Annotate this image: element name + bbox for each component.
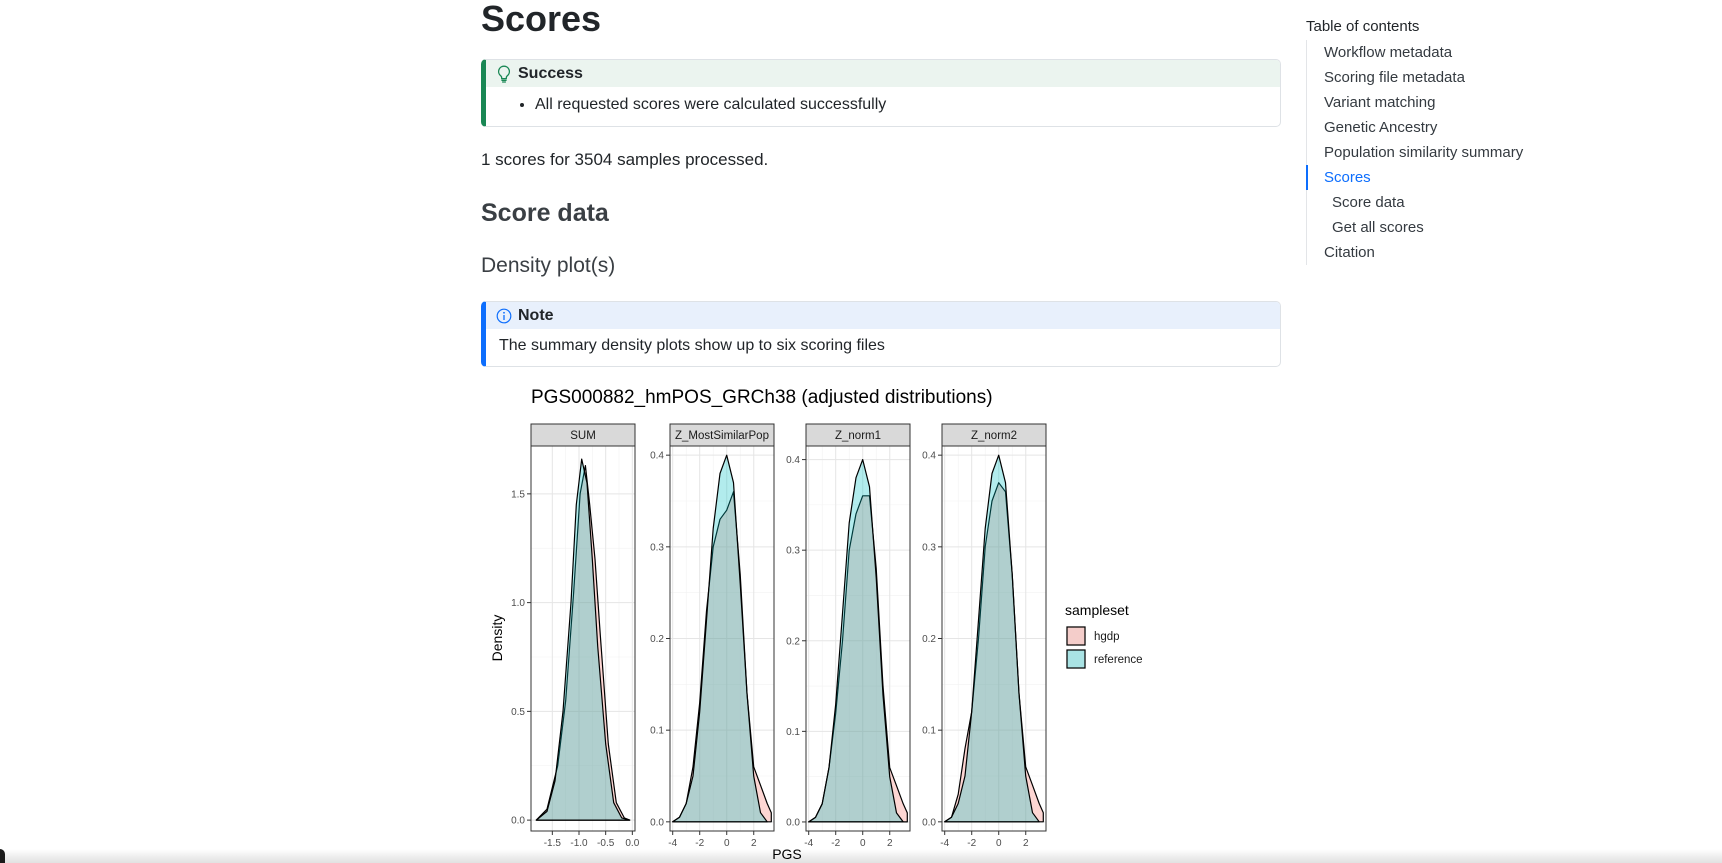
y-tick-label: 0.4: [650, 451, 664, 462]
chart-legend: sampleset hgdp reference: [1065, 602, 1143, 669]
note-callout-body: The summary density plots show up to six…: [499, 337, 885, 354]
facet-label: SUM: [570, 430, 596, 442]
panel-background: [531, 446, 635, 831]
success-callout-title: Success: [518, 64, 583, 82]
x-tick-label: 0: [996, 838, 1002, 849]
y-tick-label: 1.0: [511, 598, 525, 609]
x-tick-label: -1.0: [570, 838, 588, 849]
legend-title: sampleset: [1065, 602, 1129, 618]
toc-item-variant-matching[interactable]: Variant matching: [1324, 94, 1436, 111]
facet-panel-z-mostsimilarpop: Z_MostSimilarPop -4 -2 0 2 0.0 0.1 0.2 0.3 0.4: [650, 423, 775, 849]
x-tick-label: -2: [695, 838, 704, 849]
x-tick-label: 2: [751, 838, 757, 849]
toc-item-scores[interactable]: Scores: [1306, 165, 1566, 190]
note-callout: Note The summary density plots show up t…: [481, 301, 1281, 367]
y-tick-label: 0.3: [650, 542, 664, 553]
y-axis-label: Density: [489, 615, 505, 662]
y-tick-label: 0.0: [786, 817, 800, 828]
toc-item-population-similarity-summary[interactable]: Population similarity summary: [1324, 144, 1524, 161]
scores-summary-text: 1 scores for 3504 samples processed.: [481, 150, 769, 169]
toc-title: Table of contents: [1306, 18, 1420, 35]
y-tick-label: 0.2: [786, 636, 800, 647]
panel-border: [530, 445, 636, 832]
success-callout: Success All requested scores were calcul…: [481, 59, 1281, 127]
y-tick-label: 0.2: [922, 634, 936, 645]
density-plot: PGS000882_hmPOS_GRCh38 (adjusted distrib…: [489, 387, 1143, 862]
panel-border: [669, 445, 775, 832]
lightbulb-icon: [495, 65, 513, 83]
x-tick-label: -0.5: [597, 838, 615, 849]
y-tick-label: 0.4: [786, 455, 800, 466]
toc-item-score-data[interactable]: Score data: [1332, 194, 1405, 211]
x-tick-label: -1.5: [544, 838, 562, 849]
facet-panel-z-norm1: Z_norm1 -4 -2 0 2 0.0 0.1 0.2 0.3 0.4: [786, 423, 911, 849]
success-callout-header: Success: [486, 60, 1280, 87]
y-tick-label: 0.0: [922, 817, 936, 828]
x-tick-label: -4: [804, 838, 813, 849]
facet-label: Z_norm1: [835, 430, 881, 442]
legend-label: hgdp: [1094, 631, 1120, 643]
toc-item-get-all-scores[interactable]: Get all scores: [1332, 219, 1424, 236]
x-tick-label: -2: [967, 838, 976, 849]
y-tick-label: 0.4: [922, 451, 936, 462]
y-tick-label: 0.5: [511, 707, 525, 718]
facet-panel-sum: SUM -1.5 -1.0 -0.5 0.0 0.0 0.5 1.0 1.5: [511, 423, 640, 849]
y-tick-label: 0.3: [922, 542, 936, 553]
table-of-contents: Table of contents Workflow metadata Scori…: [1306, 18, 1566, 265]
x-axis-label: PGS: [772, 846, 802, 862]
density-area-reference: [944, 454, 1040, 823]
info-icon: [495, 307, 513, 325]
y-tick-label: 0.3: [786, 546, 800, 557]
window-bottom-edge: [0, 849, 1722, 863]
x-tick-label: -4: [940, 838, 949, 849]
x-tick-label: -4: [668, 838, 677, 849]
density-area-reference: [808, 459, 904, 823]
y-tick-label: 1.5: [511, 489, 525, 500]
density-area-reference: [535, 458, 631, 821]
window-corner: [0, 849, 5, 863]
legend-key-background: [1066, 649, 1086, 669]
subsection-heading-density-plots: Density plot(s): [481, 254, 616, 277]
x-tick-label: 0: [860, 838, 866, 849]
success-callout-body: All requested scores were calculated suc…: [486, 87, 1280, 115]
legend-label: reference: [1094, 654, 1143, 666]
facet-panel-z-norm2: Z_norm2 -4 -2 0 2 0.0 0.1 0.2 0.3 0.4: [922, 423, 1047, 849]
facet-label: Z_norm2: [971, 430, 1017, 442]
legend-swatch-reference: [1066, 649, 1086, 669]
section-heading-score-data: Score data: [481, 199, 609, 227]
y-tick-label: 0.1: [786, 727, 800, 738]
toc-item-scoring-file-metadata[interactable]: Scoring file metadata: [1324, 69, 1465, 86]
x-tick-label: 0.0: [625, 838, 639, 849]
page-title: Scores: [481, 0, 602, 39]
density-area-reference: [672, 454, 768, 823]
legend-key-background: [1066, 626, 1086, 646]
panel-border: [941, 445, 1047, 832]
y-tick-label: 0.1: [922, 726, 936, 737]
x-tick-label: -2: [831, 838, 840, 849]
y-tick-label: 0.0: [650, 817, 664, 828]
chart-title: PGS000882_hmPOS_GRCh38 (adjusted distrib…: [531, 387, 993, 408]
toc-list: Workflow metadata Scoring file metadata Va…: [1306, 40, 1566, 265]
x-tick-label: 2: [1023, 838, 1029, 849]
toc-item-workflow-metadata[interactable]: Workflow metadata: [1324, 44, 1453, 61]
density-area-hgdp: [535, 465, 631, 821]
toc-item-genetic-ancestry[interactable]: Genetic Ancestry: [1324, 119, 1438, 136]
toc-item-citation[interactable]: Citation: [1324, 244, 1375, 261]
y-tick-label: 0.0: [511, 816, 525, 827]
facet-label: Z_MostSimilarPop: [675, 430, 769, 442]
y-tick-label: 0.1: [650, 726, 664, 737]
note-callout-header: Note: [486, 302, 1280, 329]
panel-border: [805, 445, 911, 832]
legend-swatch-hgdp: [1066, 626, 1086, 646]
y-tick-label: 0.2: [650, 634, 664, 645]
x-tick-label: 0: [724, 838, 730, 849]
list-item: All requested scores were calculated suc…: [535, 95, 1280, 115]
note-callout-title: Note: [518, 306, 554, 324]
x-tick-label: 2: [887, 838, 893, 849]
